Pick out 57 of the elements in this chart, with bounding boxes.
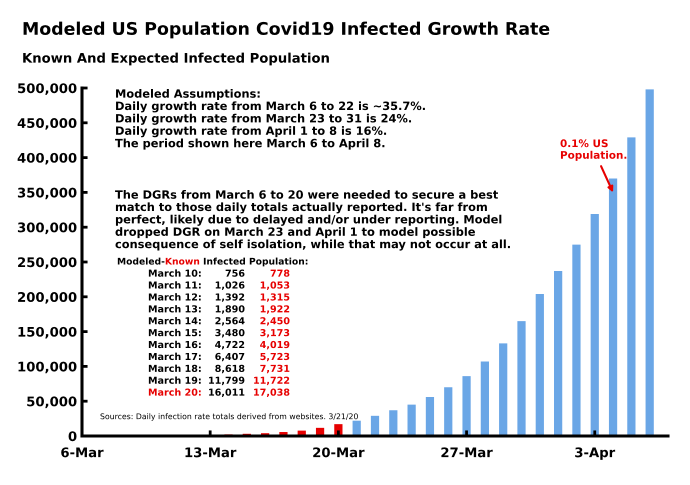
annotation: March 13: [148,305,201,312]
annotation: March 15: [148,328,201,336]
annotation: 6,407 [215,352,244,362]
x-tick-label: 20-Mar [313,447,365,458]
annotation: 4,019 [260,340,290,350]
annotation: 0.1% US Population. [560,139,626,161]
annotation: 11,799 [209,376,244,386]
annotation: March 11: [148,281,201,289]
annotation: March 10: [148,269,201,277]
annotation: 1,053 [260,281,290,290]
annotation: 778 [270,270,290,277]
annotation: Known [166,258,200,265]
annotation: 1,890 [216,305,245,314]
y-tick-label: 50,000 [27,396,77,408]
annotation: Modeled Assumptions: Daily growth rate from March 6 to 22 is ~35.7%. Daily growth rate from March 23 to 31 is 24%. Daily growth rate from April 1 to 8 is 16%. The period shown here March 6 to April 8. [115,89,425,150]
y-tick-label: 250,000 [18,257,77,269]
annotation: 1,392 [216,293,244,302]
annotation: The DGRs from March 6 to 20 were needed to secure a best match to those daily totals actually reported. It's far from perfect, likely due to delayed and/or under reporting. Model dropped DGR on March 23 and April 1 to model possible consequence of self isolation, while that may not occur at all. [115,190,510,251]
chart-title: Modeled US Population Covid19 Infected Growth Rate [24,22,550,38]
annotation: 2,564 [215,317,245,326]
y-tick-label: 200,000 [18,292,77,304]
x-tick-label: 3-Apr [575,447,616,460]
annotation: Modeled- [118,258,164,265]
annotation: 11,722 [254,376,290,386]
annotation: 16,011 [209,388,244,398]
annotation: 1,922 [260,305,290,314]
x-tick-label: 6-Mar [61,447,104,458]
annotation: March 19: [148,376,201,384]
annotation: March 17: [148,352,201,360]
y-tick-label: 300,000 [18,222,77,234]
annotation: 1,315 [260,293,290,302]
annotation: 7,731 [260,364,290,374]
chart-subtitle: Known And Expected Infected Population [23,52,329,66]
annotation: March 14: [148,316,201,324]
annotation: March 16: [148,340,201,348]
annotation: March 20: [148,388,201,396]
annotation: 1,026 [216,281,244,290]
x-tick-label: 27-Mar [441,447,493,458]
y-tick-label: 100,000 [18,362,77,374]
annotation: 2,450 [260,317,290,326]
x-tick-label: 13-Mar [185,447,236,458]
y-tick-label: 500,000 [18,83,77,95]
annotation: March 12: [148,293,201,301]
annotation: 5,723 [260,352,290,362]
y-tick-label: 150,000 [18,326,77,338]
annotation: 3,480 [215,329,245,338]
annotation: 8,618 [215,364,244,374]
annotation: 3,173 [260,329,290,338]
y-tick-label: 0 [68,431,77,442]
annotation: 17,038 [254,388,290,398]
annotation: Infected Population: [204,258,308,266]
annotation: March 18: [148,364,201,372]
y-tick-label: 350,000 [18,188,77,200]
y-tick-label: 450,000 [18,118,77,130]
annotation: 756 [226,270,244,277]
y-tick-label: 400,000 [18,152,77,164]
annotation: 4,722 [215,340,244,350]
